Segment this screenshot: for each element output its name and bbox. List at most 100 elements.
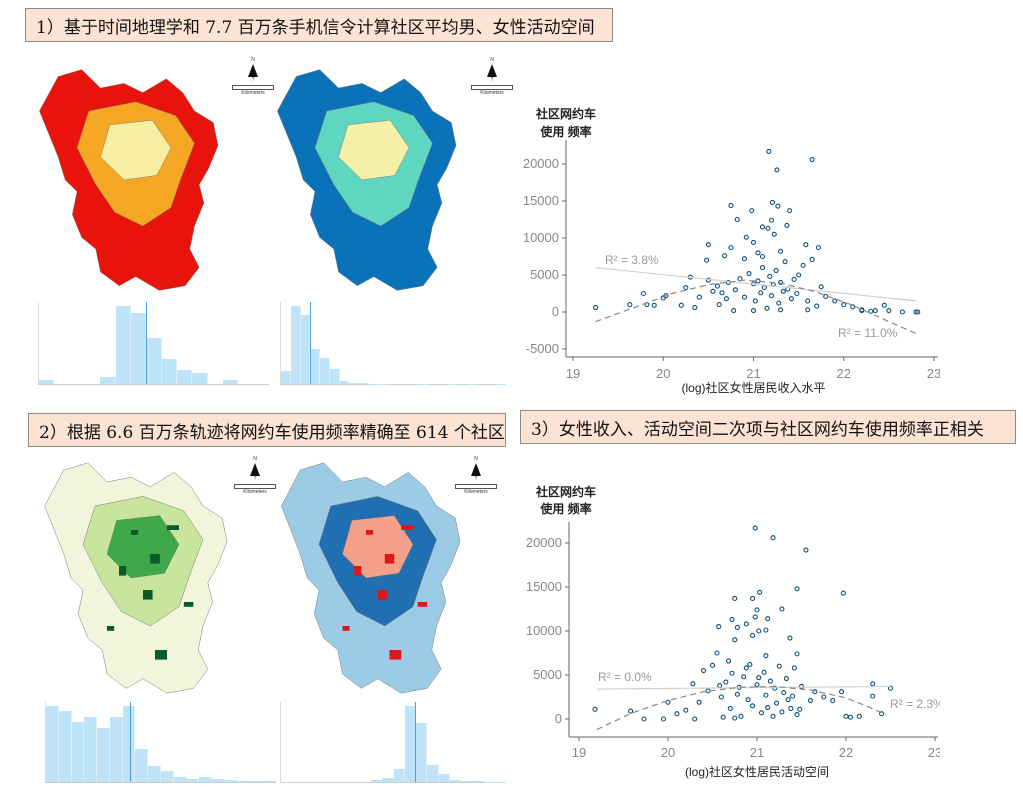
map-region-patch: [184, 602, 194, 607]
scatter-point: [780, 607, 784, 611]
histogram-bar: [461, 781, 472, 782]
histogram-bar: [199, 777, 212, 782]
histogram-bar: [187, 779, 200, 782]
north-label: N: [223, 57, 283, 63]
y-axis-label: 使用 频率: [539, 501, 591, 516]
map-legend: N ? Kilometers: [225, 456, 285, 495]
map-region-patch: [354, 566, 361, 576]
scatter-point: [759, 291, 763, 295]
scatter-point: [724, 297, 728, 301]
scatter-point: [873, 309, 877, 313]
scatter-point: [762, 670, 766, 674]
scatter-point: [744, 666, 748, 670]
scale-label: Kilometers: [223, 90, 283, 96]
scatter-point: [775, 168, 779, 172]
scatter-point: [764, 628, 768, 632]
scatter-point: [766, 226, 770, 230]
scatter-point: [766, 617, 770, 621]
scatter-point: [783, 260, 787, 264]
scatter-point: [795, 652, 799, 656]
map-male-activity-space: [30, 65, 265, 295]
scale-value: ?: [462, 77, 522, 83]
scatter-point: [822, 695, 826, 699]
map-region-patch: [150, 554, 160, 564]
histogram-bar: [148, 766, 161, 782]
histogram-bar: [330, 369, 340, 384]
x-tick-label: 19: [566, 366, 580, 381]
scatter-point: [715, 284, 719, 288]
y-tick-label: 0: [552, 304, 559, 319]
scatter-point: [679, 303, 683, 307]
histogram-mean-line: [310, 302, 311, 384]
scatter-point: [786, 698, 790, 702]
map-region-patch: [378, 590, 387, 600]
scatter-point: [759, 711, 763, 715]
scatter-point: [816, 246, 820, 250]
map-region-patch: [131, 530, 138, 535]
histogram-bar: [116, 306, 131, 384]
scatter-point: [751, 704, 755, 708]
scatter-point: [768, 679, 772, 683]
scatter-point: [720, 291, 724, 295]
scale-value: ?: [223, 77, 283, 83]
scatter-point: [751, 596, 755, 600]
scatter-point: [744, 622, 748, 626]
quadratic-fit-r2-label: R² = 11.0%: [838, 326, 898, 340]
scatter-point: [761, 266, 765, 270]
scatter-point: [735, 692, 739, 696]
scatter-point: [777, 664, 781, 668]
scatter-point: [750, 209, 754, 213]
scatter-point: [833, 299, 837, 303]
map-region-patch: [343, 626, 350, 631]
map-region-patch: [418, 602, 427, 607]
x-tick-label: 22: [839, 745, 853, 760]
scatter-point: [804, 548, 808, 552]
scatter-point: [762, 286, 766, 290]
histogram-bar: [251, 781, 264, 782]
scatter-point: [771, 714, 775, 718]
y-tick-label: 15000: [526, 579, 562, 594]
map-region-patch: [155, 650, 167, 660]
y-tick-label: 20000: [526, 535, 562, 550]
y-tick-label: 5000: [530, 267, 559, 282]
histogram-bar: [310, 349, 320, 384]
north-arrow-icon: [250, 463, 260, 476]
map-female-activity-space: [268, 65, 503, 295]
histogram-bar: [39, 380, 54, 384]
histogram-bar: [174, 777, 187, 782]
scatter-point: [724, 680, 728, 684]
histogram-mean-line: [415, 702, 416, 782]
scatter-point: [742, 295, 746, 299]
scatter-point: [775, 701, 779, 705]
scatter-point: [739, 714, 743, 718]
scatter-point: [652, 303, 656, 307]
scatter-point: [824, 294, 828, 298]
scatter-point: [779, 308, 783, 312]
histogram-bar: [212, 779, 225, 782]
histogram-bar: [359, 383, 369, 384]
y-tick-label: 0: [555, 711, 562, 726]
scatter-point: [629, 709, 633, 713]
y-tick-label: 10000: [523, 230, 559, 245]
scatter-point: [755, 608, 759, 612]
scatter-point: [841, 591, 845, 595]
histogram-bar: [349, 383, 359, 384]
scatter-point: [771, 536, 775, 540]
scatter-point: [777, 301, 781, 305]
scatter-point: [711, 663, 715, 667]
scatter-point: [764, 654, 768, 658]
x-tick-label: 23: [927, 366, 940, 381]
scatter-point: [776, 204, 780, 208]
histogram-change: [280, 702, 506, 783]
scatter-point: [844, 714, 848, 718]
linear-fit-r2-label: R² = 0.0%: [598, 670, 652, 684]
histogram-bar: [301, 315, 311, 384]
y-tick-label: 10000: [526, 623, 562, 638]
scatter-point: [765, 306, 769, 310]
scatter-point: [772, 232, 776, 236]
scatter-point: [871, 682, 875, 686]
histogram-bar: [472, 781, 483, 782]
scatter-point: [842, 303, 846, 307]
scatter-point: [810, 158, 814, 162]
